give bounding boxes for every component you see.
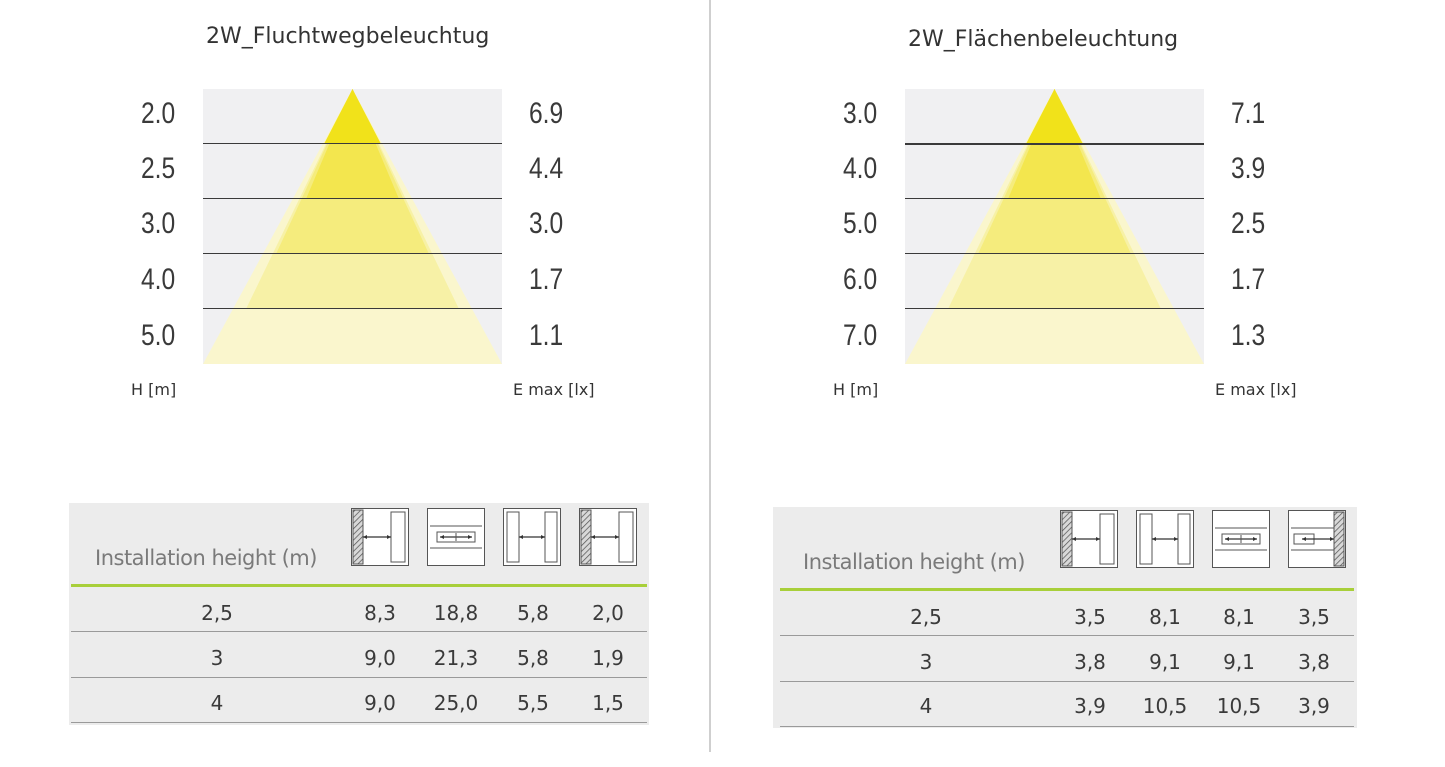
level-line xyxy=(905,308,1204,309)
corridor-icon xyxy=(503,508,561,566)
panel-divider xyxy=(709,0,711,752)
emax-value: 3.9 xyxy=(1231,152,1266,185)
open-area-icon xyxy=(427,508,485,566)
emax-axis-label: E max [lx] xyxy=(513,380,595,399)
table-cell: 5,8 xyxy=(517,601,549,625)
diagram-title: 2W_Flächenbeleuchtung xyxy=(908,27,1179,52)
light-cone xyxy=(905,89,1204,364)
emax-value: 3.0 xyxy=(529,207,564,240)
table-cell: 18,8 xyxy=(433,601,479,625)
level-line xyxy=(203,198,502,199)
row-divider xyxy=(71,722,647,723)
header-underline xyxy=(780,588,1354,591)
table-cell: 3,8 xyxy=(1074,650,1106,674)
height-value: 6.0 xyxy=(843,263,878,296)
row-height: 4 xyxy=(919,694,933,718)
level-line xyxy=(203,308,502,309)
table-cell: 3,9 xyxy=(1074,694,1106,718)
height-axis-label: H [m] xyxy=(833,380,879,399)
emax-value: 1.7 xyxy=(1231,263,1266,296)
table-cell: 3,9 xyxy=(1298,694,1330,718)
cone-band-1 xyxy=(324,89,381,144)
header-underline xyxy=(71,584,647,587)
row-divider xyxy=(780,726,1354,727)
row-divider xyxy=(780,635,1354,636)
table-cell: 1,9 xyxy=(592,646,624,670)
corridor-icon xyxy=(1136,510,1194,568)
table-header-label: Installation height (m) xyxy=(803,550,1025,574)
table-cell: 3,8 xyxy=(1298,650,1330,674)
row-height: 3 xyxy=(210,646,224,670)
emax-value: 1.7 xyxy=(529,263,564,296)
table-cell: 2,0 xyxy=(592,601,624,625)
wall-end-icon xyxy=(1288,510,1346,568)
wall-corridor-icon xyxy=(1060,510,1118,568)
table-cell: 9,1 xyxy=(1149,650,1181,674)
level-line xyxy=(905,253,1204,254)
level-line xyxy=(905,198,1204,199)
emax-value: 6.9 xyxy=(529,97,564,130)
table-cell: 25,0 xyxy=(433,691,479,715)
cone-band-1 xyxy=(1026,89,1083,144)
level-line xyxy=(203,253,502,254)
table-cell: 21,3 xyxy=(433,646,479,670)
table-cell: 5,8 xyxy=(517,646,549,670)
row-height: 3 xyxy=(919,650,933,674)
level-line xyxy=(905,143,1204,145)
height-value: 5.0 xyxy=(843,207,878,240)
height-value: 4.0 xyxy=(141,263,176,296)
right-panel: 2W_Flächenbeleuchtung 3.0 4.0 5.0 6.0 7.… xyxy=(702,0,1402,767)
row-height: 2,5 xyxy=(201,601,233,625)
table-cell: 8,3 xyxy=(364,601,396,625)
row-divider xyxy=(780,681,1354,682)
emax-value: 1.3 xyxy=(1231,319,1266,352)
table-cell: 10,5 xyxy=(1142,694,1188,718)
table-cell: 3,5 xyxy=(1298,605,1330,629)
table-cell: 9,1 xyxy=(1223,650,1255,674)
height-value: 3.0 xyxy=(141,207,176,240)
level-line xyxy=(203,143,502,144)
table-cell: 8,1 xyxy=(1223,605,1255,629)
table-cell: 8,1 xyxy=(1149,605,1181,629)
height-value: 7.0 xyxy=(843,319,878,352)
height-value: 4.0 xyxy=(843,152,878,185)
table-cell: 5,5 xyxy=(517,691,549,715)
height-value: 2.0 xyxy=(141,97,176,130)
table-cell: 9,0 xyxy=(364,691,396,715)
table-cell: 1,5 xyxy=(592,691,624,715)
spacing-table: Installation height (m) xyxy=(773,507,1357,728)
row-divider xyxy=(71,677,647,678)
spacing-table: Installation height (m) xyxy=(69,503,649,725)
table-header-label: Installation height (m) xyxy=(95,546,317,570)
emax-axis-label: E max [lx] xyxy=(1215,380,1297,399)
left-panel: 2W_Fluchtwegbeleuchtug 2.0 2.5 3.0 4.0 5… xyxy=(0,0,700,767)
emax-value: 4.4 xyxy=(529,152,564,185)
row-height: 4 xyxy=(210,691,224,715)
table-cell: 3,5 xyxy=(1074,605,1106,629)
table-cell: 9,0 xyxy=(364,646,396,670)
open-area-icon xyxy=(1212,510,1270,568)
emax-value: 7.1 xyxy=(1231,97,1266,130)
row-divider xyxy=(71,631,647,632)
diagram-title: 2W_Fluchtwegbeleuchtug xyxy=(206,24,490,49)
row-height: 2,5 xyxy=(910,605,942,629)
light-cone xyxy=(203,89,502,364)
height-value: 5.0 xyxy=(141,319,176,352)
height-value: 2.5 xyxy=(141,152,176,185)
wall-corridor-icon xyxy=(351,508,409,566)
emax-value: 1.1 xyxy=(529,319,564,352)
wall-corridor-icon xyxy=(579,508,637,566)
height-value: 3.0 xyxy=(843,97,878,130)
emax-value: 2.5 xyxy=(1231,207,1266,240)
table-cell: 10,5 xyxy=(1216,694,1262,718)
height-axis-label: H [m] xyxy=(131,380,177,399)
